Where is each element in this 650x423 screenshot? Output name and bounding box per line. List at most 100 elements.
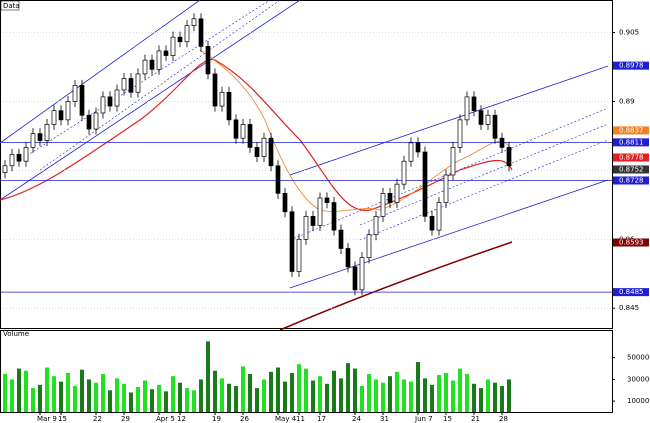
volume-bar [381,382,385,412]
candle-body [324,197,330,203]
level-box [613,288,649,297]
volume-bar [108,390,112,412]
candle-body [450,147,456,176]
channel-line [0,0,301,201]
candle-body [86,114,92,130]
candle-body [128,78,134,93]
candle-body [79,85,85,116]
channel-line [19,0,271,161]
y-tick-label: 0.845 [619,304,639,312]
x-tick-label: Mar 9 [37,415,57,423]
candle-body [9,153,15,167]
candle-body [492,114,498,139]
candle-body [198,18,204,47]
volume-bar [318,376,322,412]
level-box [613,138,649,147]
x-tick-label: May 4 [275,415,297,423]
candle-body [485,114,491,125]
candle-body [177,36,183,43]
level-label: 0.8978 [619,62,644,70]
volume-bar [143,380,147,412]
volume-bar [234,385,238,412]
volume-title: Volume [3,330,29,338]
candle-body [415,142,421,153]
channel-line [289,179,609,289]
volume-bar [430,384,434,412]
candle-body [436,202,442,231]
x-tick-label: 29 [121,415,130,423]
volume-bar [360,385,364,412]
level-box [613,153,649,162]
volume-bar [52,376,56,412]
candle-body [443,174,449,203]
volume-bar [185,388,189,412]
x-tick-label: 31 [380,415,389,423]
channel-line [289,107,609,241]
x-tick-label: 24 [352,415,361,423]
volume-bar [472,383,476,412]
volume-bar [101,374,105,412]
candle-body [338,229,344,249]
candle-body [254,147,260,157]
candle-body [142,59,148,75]
volume-bar [297,364,301,412]
candle-body [240,124,246,139]
level-box [613,165,649,174]
candle-body [303,215,309,240]
candle-body [212,73,218,107]
candle-body [289,211,295,272]
x-tick-label: 15 [58,415,67,423]
candle-body [23,147,29,162]
candle-body [261,137,267,157]
candle-body [156,50,162,70]
candle-body [380,193,386,217]
candle-body [408,142,414,162]
volume-bar [87,379,91,412]
volume-bar [220,378,224,412]
volume-bar [150,389,154,412]
x-tick-label: 22 [93,415,102,423]
volume-bar [395,371,399,412]
volume-bar [444,372,448,412]
level-label: 0.8593 [619,239,644,247]
channel-line [359,139,609,241]
level-box [613,61,649,70]
x-tick-label: 19 [212,415,221,423]
volume-bar [129,392,133,412]
volume-bar [353,368,357,412]
volume-tick-label: 30000K [627,375,650,383]
volume-bar [3,374,7,412]
candle-body [296,238,302,272]
channel-line [39,0,281,171]
candle-body [401,160,407,185]
level-label: 0.8778 [619,154,644,162]
volume-bar [311,380,315,412]
volume-bar [374,379,378,412]
x-tick-label: 26 [240,415,249,423]
volume-bar [423,378,427,412]
volume-bar [157,384,161,412]
volume-bar [325,383,329,412]
volume-bar [465,374,469,412]
volume-bar [192,390,196,412]
candle-body [352,266,358,291]
candle-body [58,110,64,121]
candle-body [170,36,176,56]
candle-body [373,215,379,236]
x-tick-label: 17 [317,415,326,423]
candle-body [247,124,253,148]
candle-body [464,96,470,121]
volume-bar [171,376,175,412]
price-panel [0,0,613,329]
volume-bar [10,379,14,412]
x-tick-label: Jun 7 [414,415,433,423]
volume-bar [66,372,70,412]
volume-bar [437,375,441,412]
candle-body [135,73,141,93]
candle-body [65,101,71,121]
candle-body [331,202,337,231]
x-tick-label: 28 [499,415,508,423]
candle-body [121,78,127,91]
x-tick-label: 15 [443,415,452,423]
